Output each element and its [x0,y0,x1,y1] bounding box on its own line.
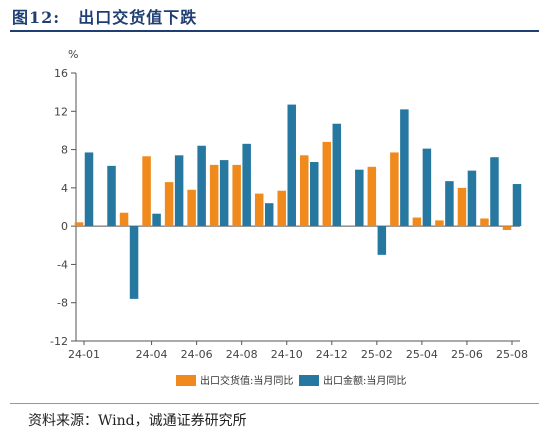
y-axis-unit: % [68,48,78,61]
bar-series2 [174,155,184,227]
x-tick-label: 25-08 [496,348,528,361]
bar-series1 [300,155,309,227]
bar-series2 [377,226,387,255]
x-tick-label: 24-06 [181,348,213,361]
bar-series2 [264,203,274,227]
bars [74,104,522,299]
bar-series2 [129,226,139,299]
figure-label: 图12: [12,8,61,27]
x-tick-label: 24-01 [68,348,100,361]
bar-series2 [355,169,364,227]
bar-series1 [412,217,422,227]
y-tick-label: 8 [61,144,68,157]
x-tick-label: 24-12 [316,348,348,361]
bar-series2 [287,104,296,227]
x-tick-label: 24-08 [226,348,258,361]
bar-series1 [232,164,241,227]
x-tick-label: 25-04 [406,348,438,361]
bar-series2 [467,170,477,227]
source-divider [10,403,539,404]
legend-label: 出口金额:当月同比 [323,374,406,387]
bar-series1 [367,166,377,227]
bar-series2 [332,123,342,227]
y-tick-label: -8 [57,297,68,310]
bar-series2 [512,184,522,227]
bar-series1 [209,164,219,227]
y-tick-label: -12 [50,335,68,348]
bar-series2 [219,160,229,227]
bar-series1 [277,190,286,227]
figure-title: 图12: 出口交货值下跌 [12,4,197,28]
bar-series1 [142,156,151,227]
bar-series2 [310,162,319,227]
legend-label: 出口交货值:当月同比 [200,374,293,387]
bar-series1 [119,212,129,227]
bar-series2 [422,148,432,227]
bar-series1 [74,222,84,227]
x-tick-label: 25-02 [361,348,393,361]
bar-series2 [490,157,499,227]
bar-series2 [152,213,161,227]
x-tick-label: 25-06 [451,348,483,361]
bar-series1 [502,226,512,230]
y-tick-label: 16 [54,67,68,80]
legend-swatch [299,375,319,386]
figure-title-text: 出口交货值下跌 [78,8,198,27]
y-tick-label: 0 [61,220,68,233]
legend: 出口交货值:当月同比 出口金额:当月同比 [176,374,406,387]
bar-series2 [84,152,94,227]
x-tick-label: 24-04 [136,348,168,361]
title-divider [10,30,539,32]
bar-series1 [480,218,489,227]
bar-series2 [400,109,409,227]
bar-series2 [242,143,251,227]
bar-series1 [164,182,174,227]
x-tick-label: 24-10 [271,348,303,361]
bar-series1 [322,141,332,227]
bar-series1 [254,193,264,227]
bar-series1 [187,189,196,227]
bar-series2 [445,181,454,227]
y-tick-label: 12 [54,105,68,118]
y-tick-label: 4 [61,182,68,195]
bar-series1 [457,187,467,227]
y-tick-label: -4 [57,258,68,271]
bar-series2 [197,145,206,227]
bar-series1 [390,152,399,227]
legend-swatch [176,375,196,386]
source-note: 资料来源：Wind，诚通证券研究所 [28,413,247,429]
bar-series1 [435,220,444,227]
bar-series2 [107,165,116,227]
